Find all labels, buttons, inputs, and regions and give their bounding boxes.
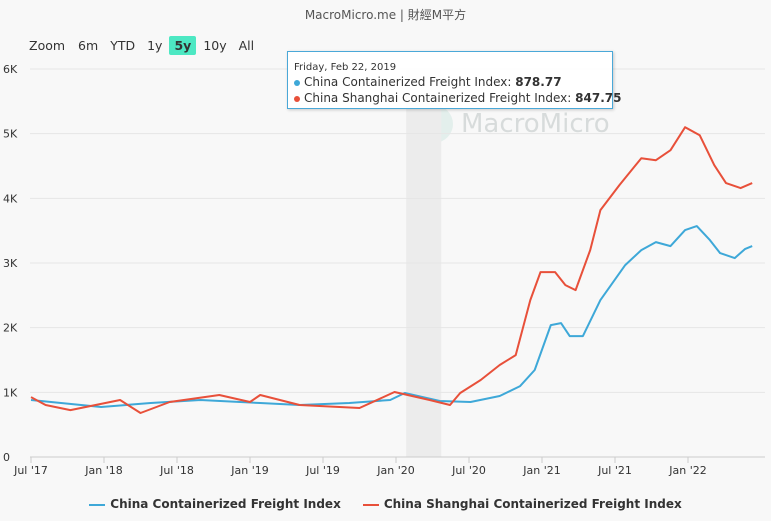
scfi-line (30, 126, 753, 414)
y-tick-label: 0 (3, 451, 10, 464)
x-tick-label: Jan '22 (668, 464, 706, 477)
x-tick-label: Jan '19 (230, 464, 268, 477)
legend-label: China Shanghai Containerized Freight Ind… (383, 497, 682, 511)
range-10y-button[interactable]: 10y (203, 38, 227, 53)
y-tick-label: 4K (3, 192, 18, 205)
tooltip-date: Friday, Feb 22, 2019 (294, 62, 397, 73)
legend-item-scfi[interactable]: China Shanghai Containerized Freight Ind… (362, 497, 682, 511)
legend: China Containerized Freight Index China … (0, 497, 771, 511)
range-ytd-button[interactable]: YTD (110, 38, 136, 53)
x-tick-label: Jan '20 (376, 464, 414, 477)
y-tick-label: 6K (3, 63, 18, 76)
tooltip-row-ccfi: China Containerized Freight Index: 878.7… (294, 75, 606, 89)
range-6m-button[interactable]: 6m (78, 38, 99, 53)
zoom-label: Zoom (29, 38, 66, 53)
range-all-button[interactable]: All (238, 38, 255, 53)
y-tick-label: 1K (3, 386, 18, 399)
tooltip: Friday, Feb 22, 2019 China Containerized… (287, 51, 621, 109)
tooltip-series-name: China Containerized Freight Index: (304, 75, 516, 89)
tooltip-series-name: China Shanghai Containerized Freight Ind… (304, 91, 576, 105)
range-5y-button[interactable]: 5y (169, 36, 197, 55)
y-tick-label: 5K (3, 128, 18, 141)
x-tick-label: Jan '18 (84, 464, 122, 477)
tooltip-value: 847.75 (575, 91, 622, 105)
tooltip-row-scfi: China Shanghai Containerized Freight Ind… (294, 91, 621, 105)
series-dot-icon (294, 79, 300, 86)
legend-item-ccfi[interactable]: China Containerized Freight Index (89, 497, 341, 511)
range-1y-button[interactable]: 1y (147, 38, 163, 53)
ccfi-line (30, 225, 753, 408)
y-tick-label: 2K (3, 322, 18, 335)
legend-label: China Containerized Freight Index (110, 497, 341, 511)
legend-line-icon (362, 503, 379, 506)
range-selector: Zoom 6m YTD 1y 5y 10y All (24, 36, 259, 55)
tooltip-value: 878.77 (515, 75, 562, 89)
x-tick-label: Jul '17 (13, 464, 48, 477)
chart-credit[interactable]: MacroMicro.me | 財經M平方 (304, 8, 467, 22)
y-tick-label: 3K (3, 257, 18, 270)
legend-line-icon (89, 503, 106, 506)
x-tick-label: Jul '20 (451, 464, 486, 477)
series-dot-icon (294, 95, 300, 102)
x-tick-label: Jul '21 (597, 464, 632, 477)
x-tick-label: Jul '18 (159, 464, 194, 477)
x-tick-label: Jul '19 (305, 464, 340, 477)
x-tick-label: Jan '21 (522, 464, 560, 477)
